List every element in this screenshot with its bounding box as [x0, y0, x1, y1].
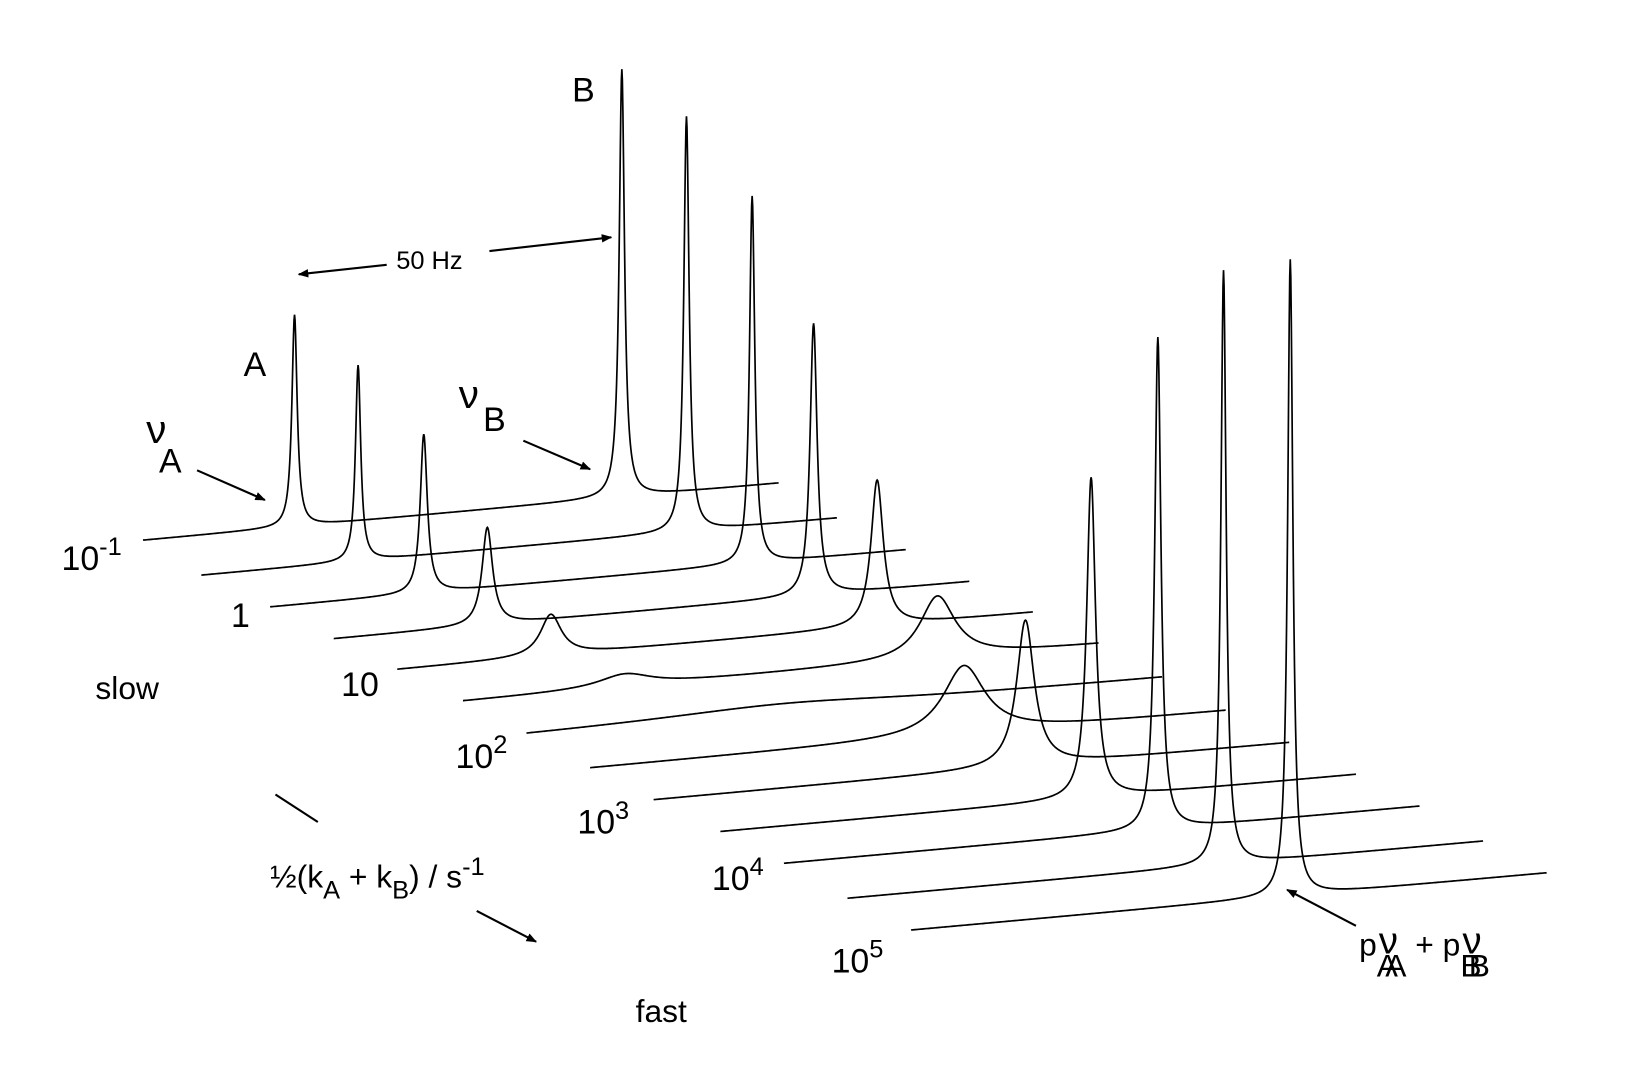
axis-label-subscript: B — [392, 876, 409, 904]
spectra — [142, 69, 1547, 931]
average-subscript: B — [1460, 948, 1481, 984]
spectrum-trace — [783, 337, 1420, 865]
rate-label: 105 — [832, 936, 884, 981]
separation-label: 50 Hz — [396, 247, 462, 275]
rate-label: 104 — [712, 853, 764, 898]
nu-b-arrow — [522, 439, 592, 471]
axis-label-subscript: A — [323, 876, 340, 904]
spectrum-trace — [333, 323, 970, 640]
average-label: pAν A + pBν B — [1359, 919, 1490, 983]
rate-label: 10 — [341, 666, 379, 704]
average-part: + p — [1406, 926, 1460, 962]
axis-label-part: ½(k — [270, 859, 323, 895]
peak-b-label: B — [572, 72, 595, 110]
rate-label: 1 — [231, 597, 250, 635]
axis-label-superscript: -1 — [462, 853, 485, 881]
average-part: p — [1359, 926, 1377, 962]
spectrum-trace — [910, 259, 1547, 931]
average-part: ν — [1379, 919, 1398, 962]
rate-label: 102 — [456, 731, 508, 776]
spectrum-trace — [462, 594, 1099, 702]
average-subscript: B — [1469, 948, 1490, 984]
spectrum-trace — [526, 675, 1163, 734]
rate-base: 10 — [832, 942, 870, 980]
nu-symbol: ν — [146, 407, 166, 452]
rate-base: 10 — [456, 738, 494, 776]
rate-base: 10 — [712, 860, 750, 898]
spectrum-trace — [720, 477, 1356, 833]
axis-arrow — [476, 910, 537, 943]
spectrum-trace — [590, 664, 1226, 769]
rate-base: 10 — [61, 540, 99, 578]
nu-a-arrow — [196, 469, 266, 501]
average-arrow — [1286, 888, 1357, 927]
spectrum-trace — [201, 116, 838, 576]
axis-label: ½(kA + kB) / s-1 — [270, 853, 485, 904]
spectrum-trace — [142, 69, 779, 541]
rate-exponent: 2 — [493, 731, 507, 759]
axis-label-part: ) / s — [409, 859, 462, 895]
nu-a-label: ν A — [146, 407, 182, 481]
nu-subscript: B — [483, 401, 506, 439]
nu-b-label: ν B — [459, 372, 506, 439]
rate-label: 103 — [577, 797, 629, 842]
separation-arrow — [489, 234, 613, 253]
spectrum-trace — [847, 270, 1484, 900]
rate-exponent: 5 — [869, 936, 883, 964]
average-part: ν — [1462, 919, 1481, 962]
spectrum-trace — [653, 619, 1290, 801]
average-subscript: A — [1385, 948, 1407, 984]
fast-label: fast — [636, 993, 687, 1029]
axis-label-part: + k — [340, 859, 392, 895]
average-subscript: A — [1377, 948, 1399, 984]
rate-base: 10 — [577, 804, 615, 842]
rate-exponent: -1 — [99, 533, 122, 561]
rate-exponent: 3 — [615, 797, 629, 825]
axis-line — [274, 793, 319, 823]
slow-label: slow — [95, 670, 160, 706]
spectrum-trace — [397, 478, 1033, 671]
rate-exponent: 4 — [750, 853, 764, 881]
rate-base: 1 — [231, 597, 250, 635]
nu-symbol: ν — [459, 372, 479, 417]
rate-label: 10-1 — [61, 533, 121, 578]
peak-a-label: A — [244, 346, 267, 384]
rate-base: 10 — [341, 666, 379, 704]
nu-subscript: A — [159, 442, 182, 480]
spectrum-trace — [270, 195, 906, 608]
separation-arrow — [297, 263, 387, 278]
